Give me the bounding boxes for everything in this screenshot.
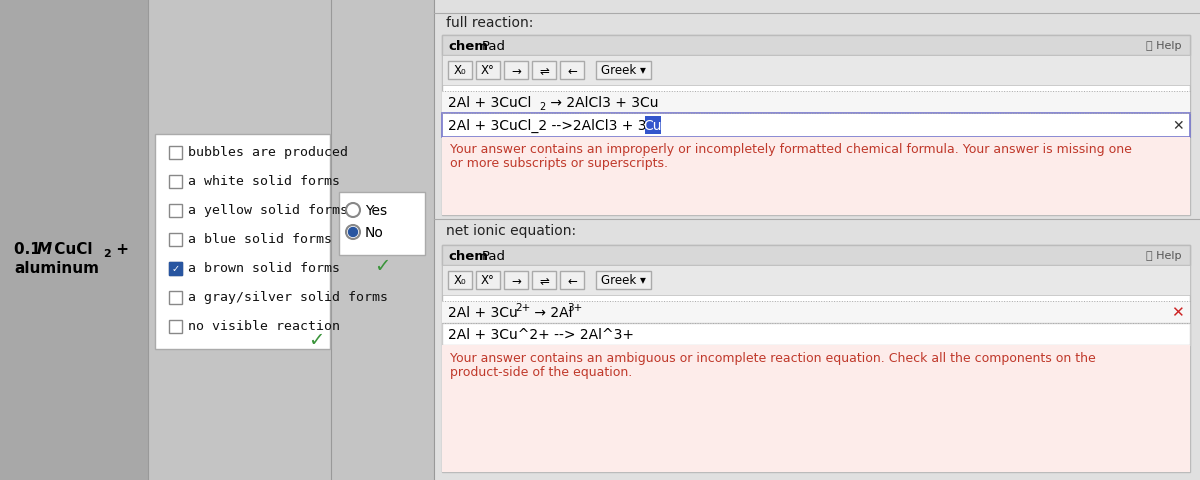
Bar	[434, 0, 1200, 480]
Bar	[442, 265, 1190, 295]
Bar	[169, 262, 182, 275]
Text: a yellow solid forms: a yellow solid forms	[188, 204, 348, 217]
Text: ⇌: ⇌	[539, 64, 548, 77]
Bar	[476, 62, 500, 80]
Text: chem: chem	[448, 249, 488, 262]
Text: M: M	[37, 242, 52, 257]
Text: ←: ←	[568, 274, 577, 287]
Text: or more subscripts or superscripts.: or more subscripts or superscripts.	[450, 157, 668, 170]
Text: net ionic equation:: net ionic equation:	[446, 224, 576, 238]
Text: X₀: X₀	[454, 64, 467, 77]
Bar	[442, 301, 1190, 324]
Text: X₀: X₀	[454, 274, 467, 287]
Text: 2Al + 3CuCl_2 -->2AlCl3 + 3: 2Al + 3CuCl_2 -->2AlCl3 + 3	[448, 119, 647, 133]
Text: bubbles are produced: bubbles are produced	[188, 146, 348, 159]
Bar	[442, 345, 1190, 472]
Bar	[560, 271, 584, 289]
Text: Your answer contains an improperly or incompletely formatted chemical formula. Y: Your answer contains an improperly or in…	[450, 143, 1132, 156]
Text: 2Al + 3CuCl: 2Al + 3CuCl	[448, 96, 532, 110]
Text: 0.1: 0.1	[14, 242, 46, 257]
Text: →: →	[511, 274, 521, 287]
Bar	[0, 0, 148, 480]
Text: X°: X°	[481, 64, 494, 77]
Bar	[442, 36, 1190, 216]
Bar	[169, 175, 182, 188]
Text: ✓: ✓	[308, 331, 324, 350]
Text: Yes: Yes	[365, 204, 388, 217]
Text: no visible reaction: no visible reaction	[188, 320, 340, 333]
Text: a brown solid forms: a brown solid forms	[188, 262, 340, 275]
Bar	[331, 0, 434, 480]
Text: 3+: 3+	[568, 302, 582, 312]
Bar	[155, 135, 330, 349]
Text: 2Al + 3Cu: 2Al + 3Cu	[448, 305, 517, 319]
Bar	[442, 324, 1190, 345]
Text: +: +	[112, 242, 130, 257]
Text: CuCl: CuCl	[49, 242, 92, 257]
Text: 2: 2	[539, 102, 545, 112]
Text: No: No	[365, 226, 384, 240]
Bar	[442, 36, 1190, 56]
Bar	[340, 192, 425, 255]
Circle shape	[346, 204, 360, 217]
Text: 🔒 Help: 🔒 Help	[1146, 251, 1182, 261]
Text: ✕: ✕	[1172, 119, 1184, 133]
Text: Greek ▾: Greek ▾	[600, 64, 646, 77]
Text: 2+: 2+	[515, 302, 530, 312]
Circle shape	[346, 226, 360, 240]
Text: → 2Al: → 2Al	[530, 305, 572, 319]
Text: full reaction:: full reaction:	[446, 16, 533, 30]
Text: chem: chem	[448, 39, 488, 52]
Bar	[532, 271, 556, 289]
Circle shape	[348, 228, 358, 237]
Bar	[442, 92, 1190, 114]
Text: ✓: ✓	[172, 264, 180, 274]
Bar	[448, 271, 472, 289]
Bar	[169, 320, 182, 333]
Bar	[596, 271, 650, 289]
Text: a blue solid forms: a blue solid forms	[188, 233, 332, 246]
Text: product-side of the equation.: product-side of the equation.	[450, 366, 632, 379]
Bar	[532, 62, 556, 80]
Bar	[442, 245, 1190, 265]
Text: 2Al + 3Cu^2+ --> 2Al^3+: 2Al + 3Cu^2+ --> 2Al^3+	[448, 327, 634, 341]
Text: aluminum: aluminum	[14, 261, 98, 276]
Bar	[504, 62, 528, 80]
Text: 🔒 Help: 🔒 Help	[1146, 41, 1182, 51]
Bar	[504, 271, 528, 289]
Bar	[442, 56, 1190, 86]
Bar	[442, 245, 1190, 472]
Text: 2: 2	[103, 249, 110, 258]
Bar	[442, 114, 1190, 138]
Text: X°: X°	[481, 274, 494, 287]
Bar	[476, 271, 500, 289]
Text: Pad: Pad	[482, 249, 506, 262]
Text: ←: ←	[568, 64, 577, 77]
Bar	[169, 204, 182, 217]
Text: Your answer contains an ambiguous or incomplete reaction equation. Check all the: Your answer contains an ambiguous or inc…	[450, 352, 1096, 365]
Bar	[169, 291, 182, 304]
Bar	[596, 62, 650, 80]
Text: a gray/silver solid forms: a gray/silver solid forms	[188, 291, 388, 304]
Text: → 2AlCl3 + 3Cu: → 2AlCl3 + 3Cu	[546, 96, 659, 110]
Text: ✓: ✓	[374, 257, 390, 276]
Text: Pad: Pad	[482, 39, 506, 52]
Text: →: →	[511, 64, 521, 77]
Text: Cu: Cu	[643, 119, 662, 133]
Text: a white solid forms: a white solid forms	[188, 175, 340, 188]
Bar	[169, 146, 182, 159]
Bar	[448, 62, 472, 80]
Bar	[169, 262, 182, 275]
Text: ⇌: ⇌	[539, 274, 548, 287]
Bar	[148, 0, 331, 480]
Text: ✕: ✕	[1171, 305, 1184, 320]
Bar	[169, 233, 182, 246]
Text: Greek ▾: Greek ▾	[600, 274, 646, 287]
Bar	[646, 117, 661, 135]
Bar	[442, 138, 1190, 216]
Bar	[560, 62, 584, 80]
